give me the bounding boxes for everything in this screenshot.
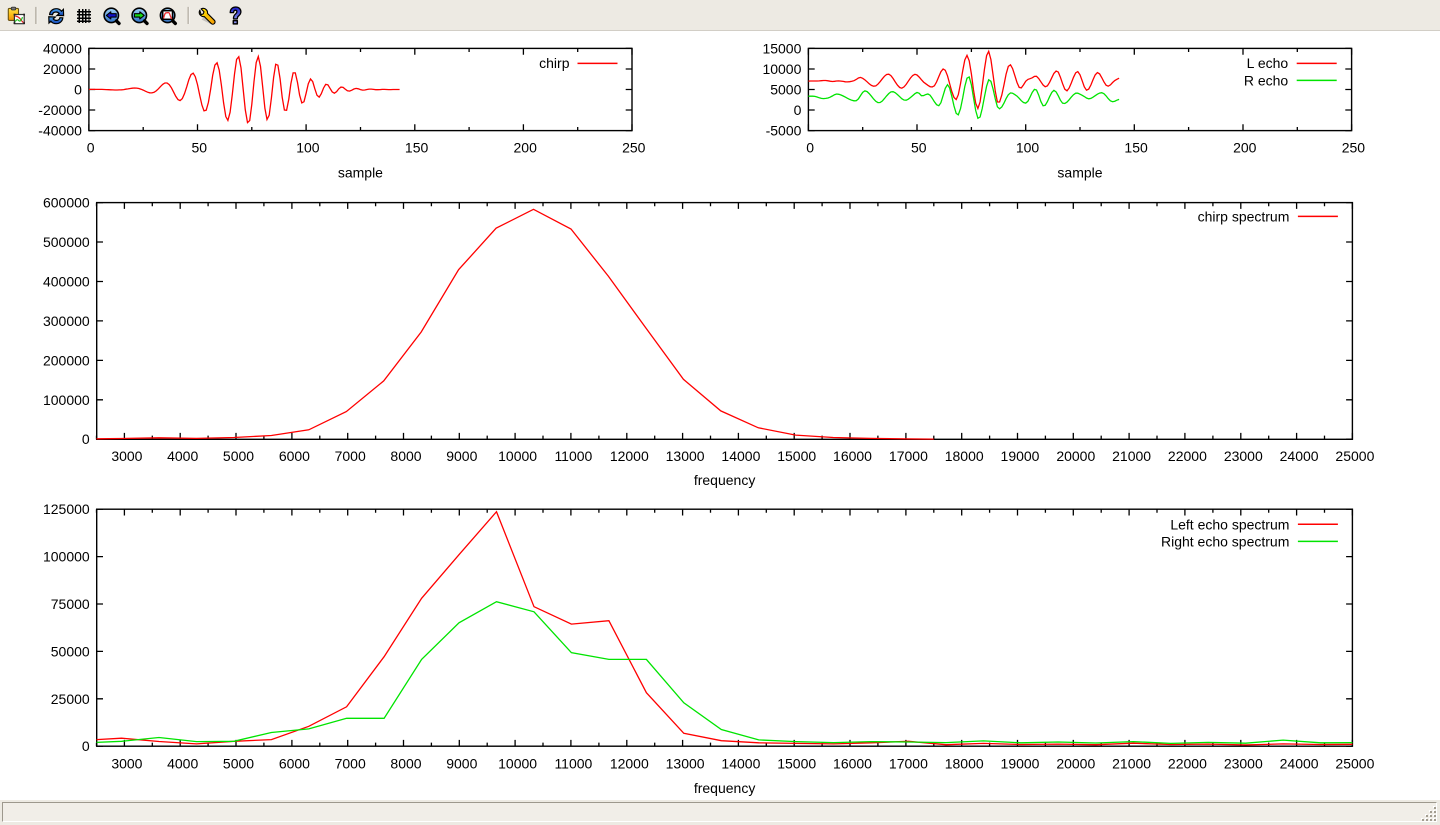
svg-text:500000: 500000 (43, 234, 90, 250)
svg-text:150: 150 (405, 140, 429, 156)
svg-text:15000: 15000 (777, 448, 816, 464)
svg-text:0: 0 (82, 431, 90, 447)
svg-text:0: 0 (794, 102, 802, 118)
svg-text:6000: 6000 (279, 448, 310, 464)
svg-text:12000: 12000 (610, 448, 649, 464)
svg-text:20000: 20000 (43, 61, 82, 77)
svg-text:7000: 7000 (335, 448, 366, 464)
svg-text:16000: 16000 (833, 756, 872, 772)
svg-text:frequency: frequency (694, 472, 755, 488)
svg-text:50: 50 (192, 140, 208, 156)
svg-text:12000: 12000 (610, 756, 649, 772)
svg-text:4000: 4000 (167, 756, 198, 772)
svg-text:50000: 50000 (51, 643, 90, 659)
svg-text:Left echo spectrum: Left echo spectrum (1170, 516, 1289, 532)
svg-text:-40000: -40000 (38, 123, 82, 139)
svg-text:24000: 24000 (1280, 756, 1319, 772)
svg-text:16000: 16000 (833, 448, 872, 464)
svg-text:Right echo spectrum: Right echo spectrum (1161, 533, 1289, 549)
svg-text:sample: sample (338, 165, 383, 181)
svg-text:L echo: L echo (1247, 55, 1289, 71)
svg-text:400000: 400000 (43, 274, 90, 290)
svg-text:22000: 22000 (1168, 756, 1207, 772)
svg-text:0: 0 (82, 738, 90, 754)
svg-text:20000: 20000 (1056, 448, 1095, 464)
svg-text:3000: 3000 (111, 448, 142, 464)
svg-text:24000: 24000 (1280, 448, 1319, 464)
svg-text:0: 0 (806, 140, 814, 156)
svg-text:250: 250 (1342, 140, 1366, 156)
svg-text:17000: 17000 (889, 448, 928, 464)
svg-text:100: 100 (296, 140, 320, 156)
svg-text:-5000: -5000 (766, 123, 802, 139)
svg-text:14000: 14000 (721, 448, 760, 464)
svg-text:14000: 14000 (721, 756, 760, 772)
svg-text:15000: 15000 (762, 40, 801, 56)
svg-text:50: 50 (911, 140, 927, 156)
svg-text:23000: 23000 (1224, 756, 1263, 772)
svg-text:3000: 3000 (111, 756, 142, 772)
svg-text:17000: 17000 (889, 756, 928, 772)
svg-text:10000: 10000 (498, 448, 537, 464)
svg-text:23000: 23000 (1224, 448, 1263, 464)
svg-text:25000: 25000 (1335, 756, 1374, 772)
svg-text:75000: 75000 (51, 596, 90, 612)
svg-text:100: 100 (1016, 140, 1040, 156)
svg-text:7000: 7000 (335, 756, 366, 772)
svg-text:-20000: -20000 (38, 102, 82, 118)
svg-text:19000: 19000 (1001, 756, 1040, 772)
svg-text:125000: 125000 (43, 501, 90, 517)
svg-text:150: 150 (1124, 140, 1148, 156)
svg-text:25000: 25000 (1335, 448, 1374, 464)
svg-text:11000: 11000 (554, 448, 592, 464)
svg-text:21000: 21000 (1112, 448, 1151, 464)
svg-text:9000: 9000 (446, 448, 477, 464)
svg-text:4000: 4000 (167, 448, 198, 464)
svg-text:0: 0 (74, 82, 82, 98)
svg-text:200000: 200000 (43, 352, 90, 368)
svg-text:5000: 5000 (223, 448, 254, 464)
svg-text:20000: 20000 (1056, 756, 1095, 772)
svg-text:5000: 5000 (223, 756, 254, 772)
svg-text:25000: 25000 (51, 691, 90, 707)
svg-text:300000: 300000 (43, 313, 90, 329)
svg-text:22000: 22000 (1168, 448, 1207, 464)
svg-text:19000: 19000 (1001, 448, 1040, 464)
svg-text:chirp spectrum: chirp spectrum (1198, 208, 1290, 224)
svg-text:R echo: R echo (1244, 72, 1289, 88)
svg-text:100000: 100000 (43, 392, 90, 408)
svg-text:21000: 21000 (1112, 756, 1151, 772)
svg-text:200: 200 (1233, 140, 1257, 156)
svg-text:8000: 8000 (390, 756, 421, 772)
svg-text:10000: 10000 (498, 756, 537, 772)
svg-text:11000: 11000 (554, 756, 592, 772)
svg-text:chirp: chirp (539, 55, 570, 71)
svg-text:200: 200 (514, 140, 538, 156)
svg-text:9000: 9000 (446, 756, 477, 772)
svg-text:8000: 8000 (390, 448, 421, 464)
svg-text:5000: 5000 (770, 82, 801, 98)
svg-text:15000: 15000 (777, 756, 816, 772)
svg-text:6000: 6000 (279, 756, 310, 772)
svg-text:0: 0 (87, 140, 95, 156)
svg-text:600000: 600000 (43, 195, 90, 211)
svg-text:250: 250 (622, 140, 646, 156)
svg-text:40000: 40000 (43, 40, 82, 56)
svg-text:100000: 100000 (43, 549, 90, 565)
svg-text:13000: 13000 (666, 448, 705, 464)
svg-text:frequency: frequency (694, 780, 755, 796)
svg-text:18000: 18000 (945, 756, 984, 772)
svg-text:10000: 10000 (762, 61, 801, 77)
svg-text:sample: sample (1057, 165, 1102, 181)
svg-text:18000: 18000 (945, 448, 984, 464)
svg-text:13000: 13000 (666, 756, 705, 772)
